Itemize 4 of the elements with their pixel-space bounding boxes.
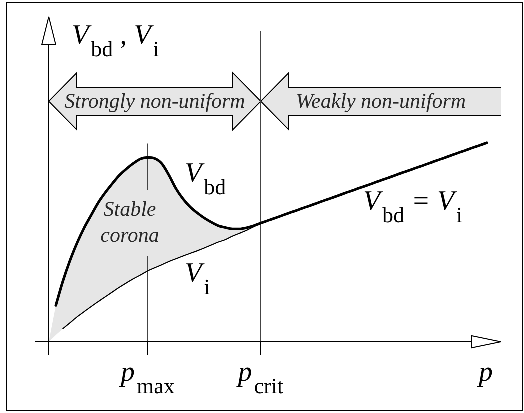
annotation: Stable corona (100, 197, 160, 247)
x-axis-title: p (477, 357, 493, 388)
text: Strongly non-uniform (64, 89, 246, 113)
text: Weakly non-uniform (296, 89, 466, 113)
